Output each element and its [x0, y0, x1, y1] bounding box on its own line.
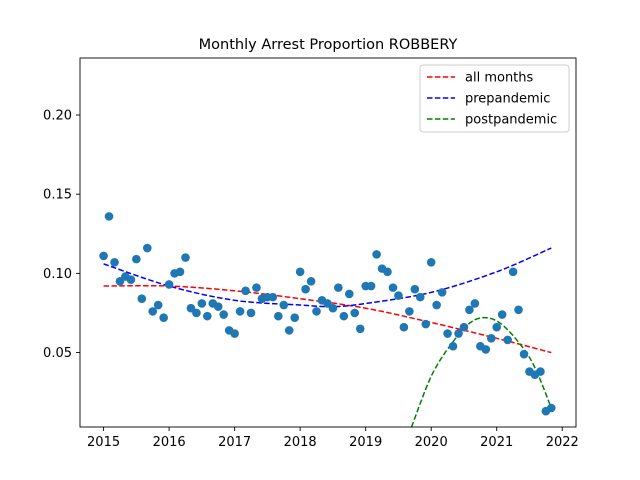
- data-point: [197, 299, 207, 308]
- data-point: [415, 292, 425, 302]
- x-tick-label: 2022: [546, 435, 579, 450]
- data-point: [252, 283, 261, 292]
- data-point: [443, 329, 452, 338]
- data-point: [339, 311, 349, 321]
- data-point: [284, 326, 294, 335]
- data-point: [328, 303, 338, 313]
- chart-title: Monthly Arrest Proportion ROBBERY: [199, 37, 458, 53]
- data-point: [372, 250, 381, 259]
- data-point: [213, 302, 223, 311]
- data-point: [481, 345, 491, 354]
- data-point: [290, 313, 300, 323]
- y-tick-label: 0.15: [43, 188, 72, 203]
- y-tick-label: 0.20: [43, 109, 72, 124]
- data-point: [470, 299, 480, 308]
- data-point: [137, 294, 147, 304]
- data-points: [99, 212, 556, 416]
- data-point: [235, 307, 245, 316]
- data-point: [514, 305, 523, 315]
- data-point: [175, 267, 185, 277]
- data-point: [410, 284, 420, 294]
- data-point: [219, 310, 228, 319]
- data-point: [503, 335, 512, 345]
- legend: all months prepandemic postpandemic: [419, 64, 570, 133]
- data-point: [268, 292, 278, 302]
- data-point: [394, 291, 403, 300]
- legend-label-postpandemic: postpandemic: [465, 113, 557, 128]
- data-point: [421, 319, 431, 329]
- x-tick-label: 2016: [153, 435, 186, 450]
- data-point: [203, 311, 212, 321]
- data-point: [142, 243, 152, 253]
- legend-box: [419, 64, 570, 133]
- data-point: [301, 284, 310, 294]
- data-point: [153, 300, 163, 310]
- y-tick-label: 0.10: [43, 267, 72, 282]
- data-point: [312, 307, 321, 316]
- data-point: [355, 324, 365, 334]
- x-tick-label: 2021: [480, 435, 513, 450]
- data-point: [546, 403, 556, 413]
- data-point: [132, 254, 141, 264]
- axes: 2015 2016 2017 2018 2019 2020 2021 2022 0.05 0.10…: [43, 57, 579, 450]
- x-tick-label: 2015: [87, 435, 120, 450]
- data-point: [99, 251, 108, 261]
- data-point: [366, 281, 376, 291]
- data-point: [426, 257, 436, 267]
- data-point: [306, 277, 316, 286]
- data-point: [110, 257, 119, 267]
- data-point: [104, 212, 114, 221]
- data-point: [405, 307, 414, 316]
- data-point: [459, 322, 469, 332]
- data-point: [448, 341, 458, 351]
- data-point: [164, 280, 174, 289]
- data-point: [536, 367, 545, 376]
- data-point: [279, 300, 289, 310]
- fit-line-prepandemic: [103, 247, 552, 308]
- data-point: [126, 275, 136, 285]
- data-point: [192, 308, 201, 318]
- data-point: [399, 322, 409, 332]
- data-point: [508, 267, 518, 277]
- data-point: [432, 300, 441, 310]
- data-point: [148, 307, 158, 316]
- data-point: [486, 334, 496, 343]
- data-point: [437, 288, 447, 297]
- data-point: [454, 329, 463, 338]
- data-point: [159, 313, 168, 323]
- data-point: [344, 289, 354, 299]
- data-point: [181, 253, 190, 262]
- x-tick-label: 2019: [349, 435, 382, 450]
- data-point: [383, 267, 392, 277]
- legend-label-all-months: all months: [465, 71, 534, 86]
- data-point: [230, 329, 239, 338]
- data-point: [519, 349, 529, 359]
- data-point: [492, 322, 502, 332]
- data-point: [334, 283, 343, 292]
- data-point: [388, 283, 398, 292]
- data-point: [295, 267, 305, 277]
- data-point: [241, 286, 250, 296]
- data-point: [350, 308, 360, 318]
- y-tick-label: 0.05: [43, 346, 72, 361]
- data-point: [274, 311, 283, 321]
- data-point: [246, 308, 256, 318]
- legend-label-prepandemic: prepandemic: [465, 92, 550, 107]
- x-tick-label: 2018: [284, 435, 317, 450]
- data-point: [465, 305, 474, 315]
- x-tick-label: 2017: [218, 435, 251, 450]
- x-tick-label: 2020: [415, 435, 448, 450]
- plot-frame: [79, 57, 577, 428]
- fit-line-postpandemic: [410, 316, 552, 427]
- data-point: [497, 310, 507, 319]
